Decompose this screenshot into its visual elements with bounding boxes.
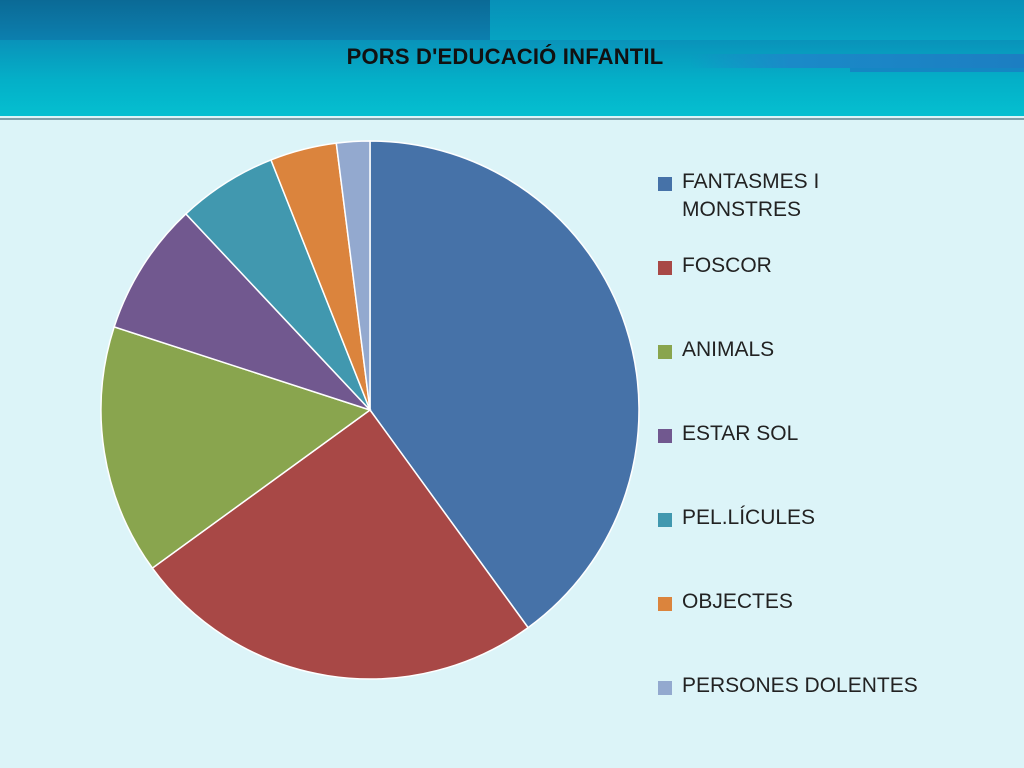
banner-stripe <box>690 54 1024 68</box>
legend-label: OBJECTES <box>682 590 793 613</box>
legend-swatch <box>658 429 672 443</box>
page-title: PORS D'EDUCACIÓ INFANTIL <box>346 44 664 69</box>
legend-label: ANIMALS <box>682 338 775 361</box>
legend-swatch <box>658 681 672 695</box>
legend-label: FOSCOR <box>682 254 772 277</box>
banner-band-right <box>490 0 1024 40</box>
legend-label: FANTASMES I MONSTRES <box>682 170 820 221</box>
pie-slice-4 <box>113 212 371 411</box>
legend-swatch <box>658 177 672 191</box>
header-divider <box>0 118 1024 120</box>
legend-swatch <box>658 597 672 611</box>
legend-swatch <box>658 513 672 527</box>
legend-swatch <box>658 261 672 275</box>
pie-slice-1 <box>369 140 640 629</box>
pie-slice-3 <box>100 325 372 570</box>
legend-label: ESTAR SOL <box>682 422 799 445</box>
header-banner <box>0 0 1024 116</box>
legend-label: PERSONES DOLENTES <box>682 674 918 697</box>
pie-slice-7 <box>335 140 371 411</box>
pie-slice-2 <box>151 408 530 680</box>
banner-band-left <box>0 0 490 40</box>
legend-label: PEL.LÍCULES <box>682 506 816 529</box>
legend-swatch <box>658 345 672 359</box>
banner-stripe-thin <box>850 68 1024 72</box>
